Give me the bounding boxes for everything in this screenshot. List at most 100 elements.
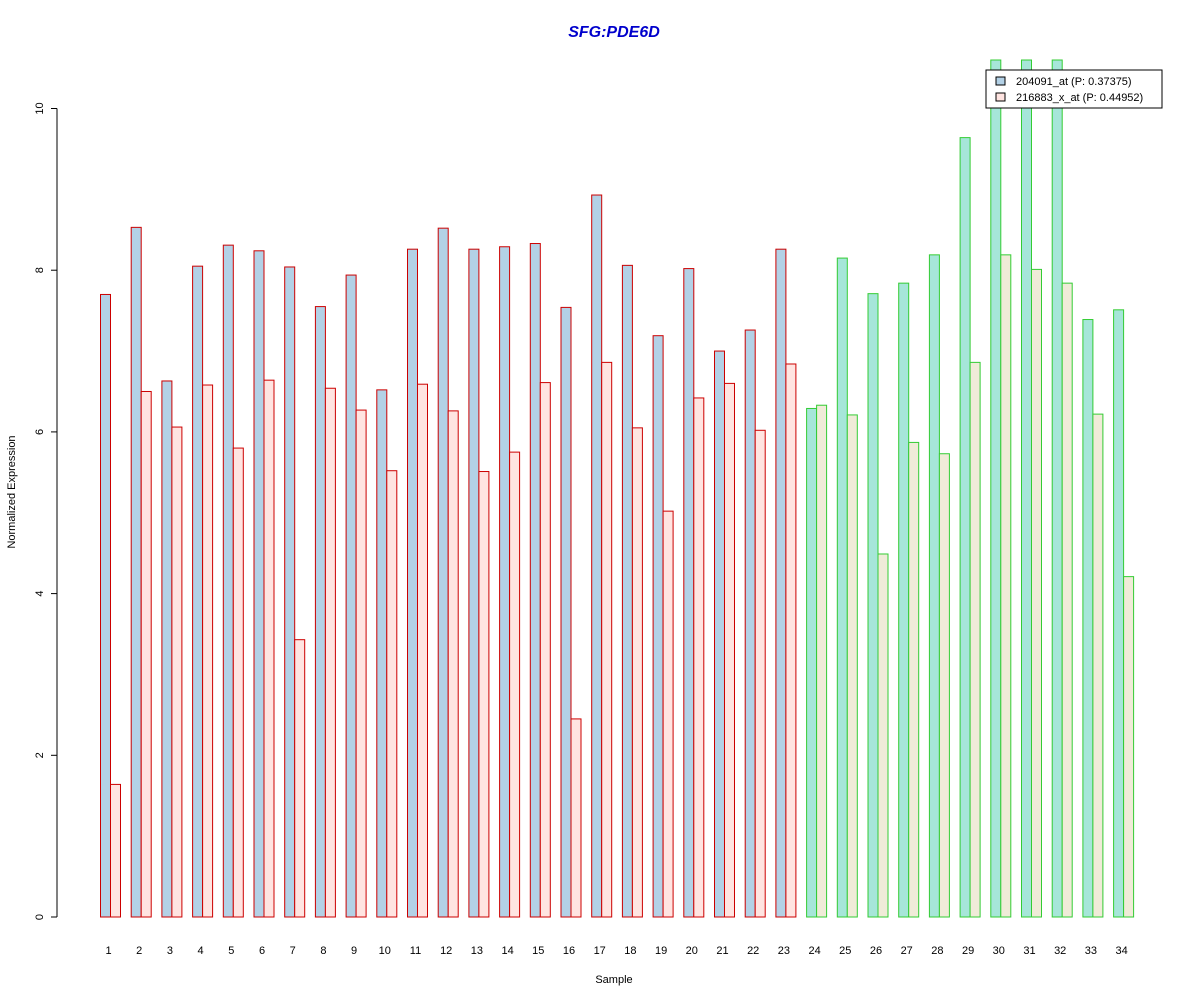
- bar-216883-x-at: [294, 639, 306, 918]
- bar-204091-at: [253, 250, 265, 918]
- chart-title: SFG:PDE6D: [568, 24, 660, 41]
- bar-216883-x-at: [478, 471, 490, 918]
- x-tick-label: 5: [228, 945, 234, 957]
- bar-204091-at: [621, 264, 633, 918]
- bar-204091-at: [867, 293, 879, 918]
- bar-216883-x-at: [1092, 413, 1104, 918]
- x-tick-label: 31: [1023, 945, 1035, 957]
- bar-204091-at: [437, 227, 449, 918]
- bar-204091-at: [314, 306, 326, 918]
- x-tick-label: 24: [808, 945, 820, 957]
- x-tick-label: 9: [351, 945, 357, 957]
- bar-216883-x-at: [601, 361, 613, 918]
- x-tick-label: 29: [962, 945, 974, 957]
- bar-216883-x-at: [509, 451, 521, 918]
- x-tick-label: 32: [1054, 945, 1066, 957]
- x-tick-label: 30: [993, 945, 1005, 957]
- bar-216883-x-at: [1000, 254, 1012, 918]
- x-tick-label: 16: [563, 945, 575, 957]
- legend: 204091_at (P: 0.37375) 216883_x_at (P: 0…: [985, 69, 1163, 109]
- bar-216883-x-at: [171, 426, 183, 918]
- x-tick-label: 12: [440, 945, 452, 957]
- x-tick-label: 26: [870, 945, 882, 957]
- bar-216883-x-at: [631, 427, 643, 918]
- bar-216883-x-at: [355, 409, 367, 918]
- bar-204091-at: [990, 59, 1002, 918]
- bar-204091-at: [1051, 59, 1063, 918]
- bar-216883-x-at: [110, 783, 121, 918]
- bar-204091-at: [806, 407, 818, 918]
- bar-204091-at: [898, 282, 910, 918]
- bar-216883-x-at: [969, 361, 981, 918]
- y-tick-label: 4: [34, 591, 46, 597]
- bar-204091-at: [714, 350, 725, 918]
- x-tick-label: 28: [931, 945, 943, 957]
- bar-204091-at: [683, 268, 695, 918]
- y-tick-label: 0: [34, 914, 46, 920]
- bar-216883-x-at: [938, 453, 950, 918]
- x-tick-label: 20: [686, 945, 698, 957]
- bar-204091-at: [499, 246, 511, 918]
- bar-216883-x-at: [754, 429, 766, 918]
- x-tick-label: 7: [290, 945, 296, 957]
- legend-box: [985, 69, 1163, 109]
- y-tick-label: 2: [34, 752, 46, 758]
- bar-216883-x-at: [417, 383, 428, 918]
- bar-204091-at: [775, 248, 787, 918]
- bar-204091-at: [407, 248, 418, 918]
- x-tick-label: 33: [1085, 945, 1097, 957]
- y-tick-label: 10: [34, 102, 46, 114]
- bar-204091-at: [468, 248, 480, 918]
- x-tick-label: 4: [198, 945, 204, 957]
- bars: [100, 59, 1135, 918]
- bar-204091-at: [560, 306, 572, 918]
- legend-label-1: 204091_at (P: 0.37375): [1016, 76, 1132, 88]
- bar-216883-x-at: [386, 470, 398, 918]
- x-tick-label: 23: [778, 945, 790, 957]
- bar-204091-at: [529, 243, 541, 918]
- x-tick-label: 13: [471, 945, 483, 957]
- x-tick-label: 6: [259, 945, 265, 957]
- bar-216883-x-at: [202, 384, 214, 918]
- bar-204091-at: [928, 254, 940, 918]
- x-tick-label: 19: [655, 945, 667, 957]
- x-tick-label: 8: [320, 945, 326, 957]
- y-tick-label: 8: [34, 267, 46, 273]
- bar-204091-at: [376, 389, 388, 918]
- bar-216883-x-at: [846, 414, 858, 918]
- x-tick-label: 2: [136, 945, 142, 957]
- bar-216883-x-at: [447, 410, 459, 918]
- x-axis-labels: 1 2 3 4 5 6 7 8 9 10 11 12 13 14 15 16 17 18 19 20 21 22 23 24 2…: [105, 945, 1127, 957]
- bar-216883-x-at: [724, 382, 735, 918]
- bar-216883-x-at: [693, 397, 705, 918]
- legend-swatch-1: [995, 76, 1006, 86]
- bar-204091-at: [192, 265, 204, 918]
- bar-204091-at: [1113, 309, 1125, 918]
- bar-216883-x-at: [570, 718, 582, 918]
- bar-216883-x-at: [908, 441, 920, 918]
- bar-204091-at: [744, 329, 756, 918]
- bar-204091-at: [836, 257, 848, 918]
- bar-216883-x-at: [1061, 282, 1073, 918]
- bar-216883-x-at: [662, 510, 674, 918]
- bar-204091-at: [1021, 59, 1032, 918]
- x-tick-label: 25: [839, 945, 851, 957]
- legend-swatch-2: [995, 92, 1006, 102]
- bar-204091-at: [284, 266, 296, 918]
- bar-216883-x-at: [1031, 268, 1042, 918]
- bar-204091-at: [100, 293, 111, 918]
- x-tick-label: 22: [747, 945, 759, 957]
- bar-204091-at: [130, 226, 142, 918]
- bar-204091-at: [959, 137, 971, 918]
- y-tick-label: 6: [34, 429, 46, 435]
- bar-216883-x-at: [1123, 576, 1135, 918]
- bar-204091-at: [222, 244, 234, 918]
- legend-label-2: 216883_x_at (P: 0.44952): [1016, 92, 1143, 104]
- x-tick-label: 27: [901, 945, 913, 957]
- x-axis-label: Sample: [595, 974, 632, 986]
- bar-204091-at: [1082, 319, 1094, 918]
- x-tick-label: 17: [594, 945, 606, 957]
- y-axis: 0 2 4 6 8 10: [34, 102, 58, 920]
- bar-216883-x-at: [263, 379, 275, 918]
